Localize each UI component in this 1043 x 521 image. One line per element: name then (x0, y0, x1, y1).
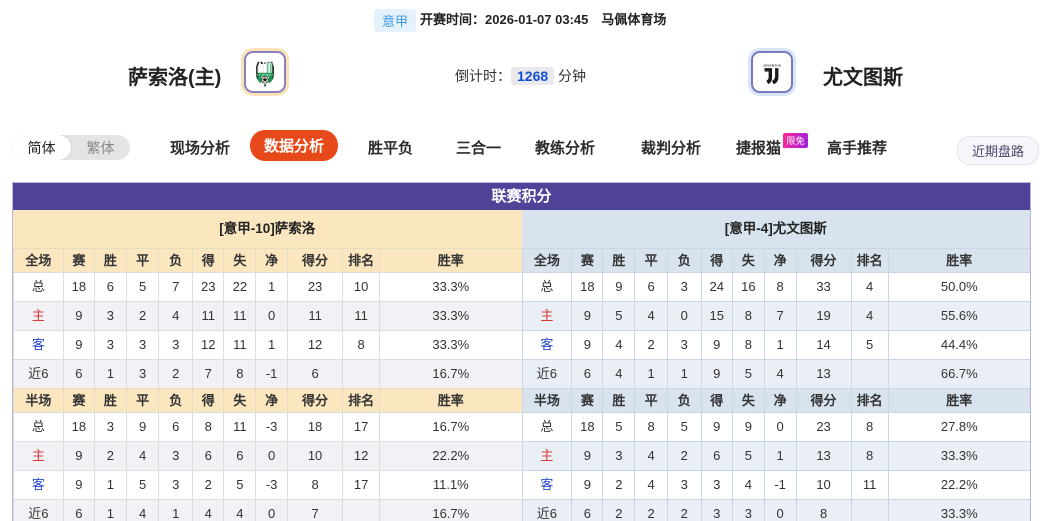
svg-text:U.S. SASSUOLO: U.S. SASSUOLO (257, 74, 274, 77)
svg-text:JUVENTUS: JUVENTUS (763, 64, 781, 68)
